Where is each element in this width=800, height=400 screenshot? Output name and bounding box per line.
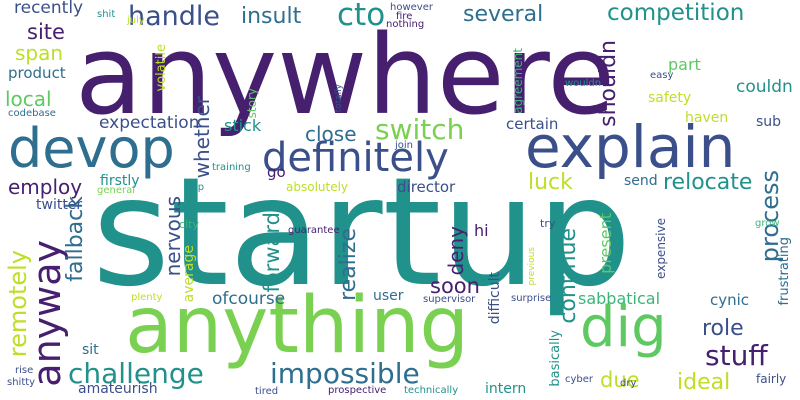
word-due: due <box>600 368 640 392</box>
word-dig: dig <box>580 295 667 360</box>
word-soon: soon <box>430 274 480 298</box>
word-cto: cto <box>337 0 386 33</box>
word-technically: technically <box>404 385 459 396</box>
word-basically: basically <box>548 330 563 387</box>
word-prospective: prospective <box>328 385 387 396</box>
word-haven: haven <box>685 110 729 126</box>
word-easy: easy <box>650 70 674 81</box>
word-general: general <box>97 185 136 196</box>
word-guarantee: guarantee <box>288 225 340 236</box>
word-anyway: anyway <box>25 240 69 387</box>
word-present: present <box>596 213 615 274</box>
word-director: director <box>397 178 456 196</box>
word-agreement: agreement <box>511 48 525 114</box>
word-certain: certain <box>506 115 559 133</box>
word-impossible: impossible <box>270 357 420 390</box>
word-story: story <box>245 88 259 119</box>
word-wouldn: wouldn <box>565 78 602 89</box>
word-firstly: firstly <box>100 173 140 189</box>
word-sabbatical: sabbatical <box>578 289 661 308</box>
word-several: several <box>463 2 544 27</box>
word-try: try <box>540 217 556 230</box>
word-realize: realize <box>336 228 361 301</box>
word-expensive: expensive <box>654 218 668 279</box>
word-fairly: fairly <box>756 372 787 386</box>
word-whether: whether <box>190 96 214 179</box>
word-ideal: ideal <box>677 370 731 395</box>
word-recently: recently <box>14 0 84 18</box>
word-nervous: nervous <box>161 196 185 277</box>
word-plenty: plenty <box>131 292 163 303</box>
word-intern: intern <box>485 381 527 397</box>
word-surprise: surprise <box>511 293 552 304</box>
word-stick: stick <box>224 116 262 135</box>
word-volatile: volatile <box>154 44 169 92</box>
word-local: local <box>5 87 52 111</box>
word-anything: anything <box>125 281 470 371</box>
word-deny: deny <box>444 226 468 276</box>
word-hi: hi <box>474 221 489 240</box>
word-competition: competition <box>607 0 745 26</box>
word-safety: safety <box>648 90 692 106</box>
word-couldn: couldn <box>736 77 793 97</box>
word-average: average <box>181 245 197 303</box>
word-tip: tip <box>191 182 205 193</box>
word-challenge: challenge <box>68 357 204 390</box>
word-frustrating: frustrating <box>777 237 792 306</box>
word-insult: insult <box>241 4 302 29</box>
word-supervisor: supervisor <box>423 294 476 305</box>
word-switch: switch <box>375 113 465 146</box>
word-luck: luck <box>528 170 573 195</box>
word-sit: sit <box>82 342 99 358</box>
word-absolutely: absolutely <box>286 180 349 194</box>
word-dry: dry <box>620 378 637 389</box>
word-previous: previous <box>527 247 537 286</box>
word-tired: tired <box>255 386 279 397</box>
word-handle: handle <box>128 1 221 32</box>
word-definitely: definitely <box>262 135 449 181</box>
word-shouldn: shouldn <box>596 40 621 127</box>
word-employ: employ <box>8 175 83 199</box>
word-however: however <box>390 2 433 13</box>
word-twitter: twitter <box>36 197 83 213</box>
word-go: go <box>267 163 286 181</box>
word-totally: totally <box>334 84 344 113</box>
word-explain: explain <box>525 113 736 181</box>
word-codebase: codebase <box>8 108 56 119</box>
word-send: send <box>624 173 658 189</box>
word-training: training <box>212 162 251 173</box>
word-join: join <box>395 140 414 151</box>
word-part: part <box>668 55 701 74</box>
word-july: july <box>127 15 145 26</box>
word-grow: grow <box>755 218 780 229</box>
word-anywhere: anywhere <box>75 11 616 139</box>
word-forward: forward <box>260 212 284 293</box>
word-site: site <box>27 20 65 44</box>
word-span: span <box>15 41 64 65</box>
word-city: city <box>179 218 199 231</box>
word-expectation: expectation <box>99 113 200 133</box>
word-ofcourse: ofcourse <box>212 289 286 309</box>
word-close: close <box>305 122 357 146</box>
word-stuff: stuff <box>705 339 768 372</box>
word-product: product <box>8 64 66 82</box>
word-relocate: relocate <box>663 170 753 195</box>
word-rise: rise <box>15 365 34 376</box>
word-fire: fire <box>396 11 413 22</box>
word-continue: continue <box>556 228 581 324</box>
word-nothing: nothing <box>386 19 425 30</box>
word-cyber: cyber <box>565 374 594 385</box>
word-sub: sub <box>756 114 782 130</box>
word-devop: devop <box>8 117 175 180</box>
word-user: user <box>373 288 404 304</box>
word-amateurish: amateurish <box>78 381 158 397</box>
word-startup: startup <box>92 146 632 320</box>
word-shitty: shitty <box>7 377 36 388</box>
word-shit: shit <box>97 9 116 20</box>
word-remotely: remotely <box>4 250 32 358</box>
word-cynic: cynic <box>710 291 750 309</box>
word-role: role <box>702 316 744 341</box>
word-difficult: difficult <box>487 272 503 325</box>
